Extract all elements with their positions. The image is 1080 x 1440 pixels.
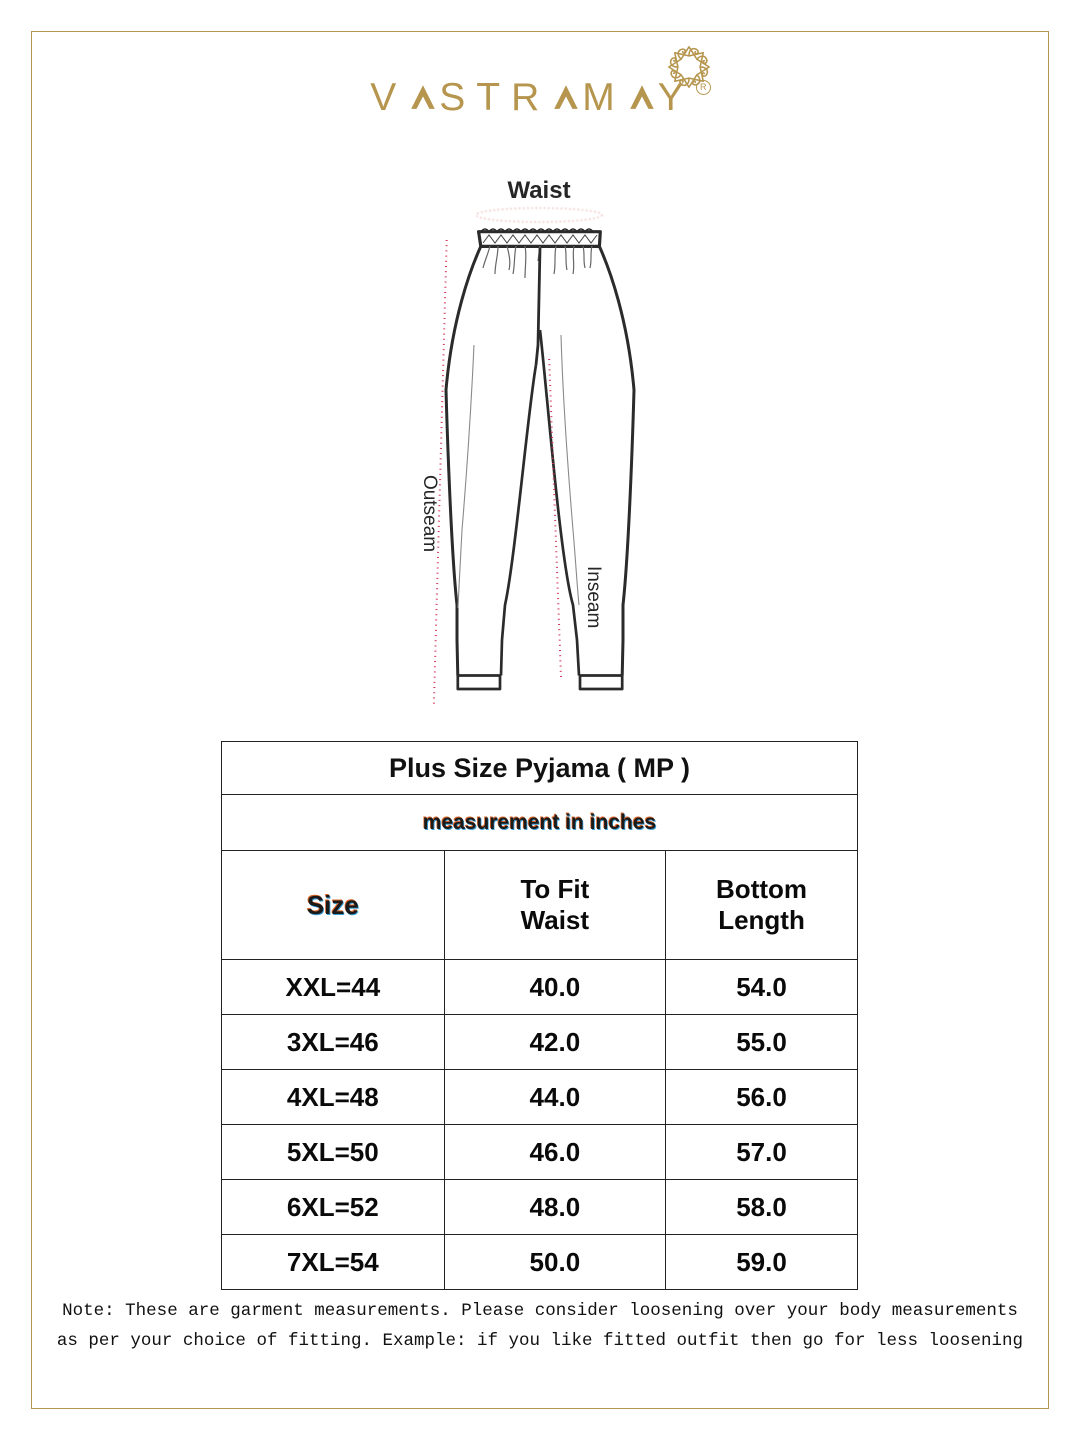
svg-text:Waist: Waist xyxy=(507,177,570,204)
svg-text:Inseam: Inseam xyxy=(583,566,604,628)
svg-text:Outseam: Outseam xyxy=(419,475,440,552)
